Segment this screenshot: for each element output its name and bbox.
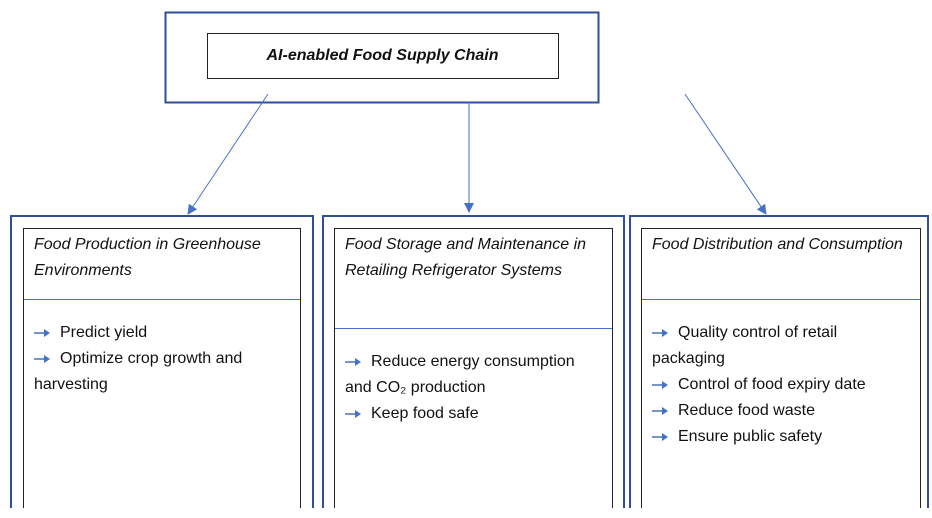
bullet-text: Reduce food waste: [678, 402, 815, 419]
bullet-arrow: [34, 328, 50, 337]
title-frame: [164, 11, 600, 104]
title-box: [207, 33, 559, 79]
bullet-arrow: [652, 380, 668, 389]
bullet-arrow: [345, 357, 361, 366]
panel-frame: [10, 215, 314, 508]
panel: Food Storage and Maintenance in Retailin…: [335, 228, 612, 518]
bullet-text: Predict yield: [60, 324, 148, 341]
title: AI-enabled Food Supply Chain: [266, 46, 499, 64]
panel: Food Production in Greenhouse Environmen…: [24, 228, 300, 518]
panel-box: [23, 228, 301, 508]
bullet-text: Keep food safe: [371, 405, 479, 422]
bullet-item: Reduce food waste: [652, 398, 912, 424]
bullet-arrow: [34, 354, 50, 363]
bullet-item: Quality control of retail packaging: [652, 320, 912, 372]
bullet-item: Control of food expiry date: [652, 372, 912, 398]
arrow: [187, 93, 269, 215]
bullet-item: Ensure public safety: [652, 424, 912, 450]
panel-heading: Food Distribution and Consumption: [642, 228, 920, 300]
bullet-item: Keep food safe: [345, 401, 604, 427]
panel-box: [641, 228, 921, 508]
bullet-text: Optimize crop growth and harvesting: [34, 350, 243, 393]
panel-frame: [629, 215, 929, 508]
panel: Food Distribution and Consumption Quality…: [642, 228, 920, 518]
bullet-item: Reduce energy consumption and CO₂ produc…: [345, 349, 604, 401]
bullet-list: Quality control of retail packaging Contr…: [642, 300, 920, 450]
panel-frame: [322, 215, 625, 508]
bullet-arrow: [652, 406, 668, 415]
bullet-text: Control of food expiry date: [678, 376, 866, 393]
panel-heading: Food Storage and Maintenance in Retailin…: [335, 228, 612, 329]
bullet-text: Reduce energy consumption and CO₂ produc…: [345, 353, 575, 396]
arrow: [684, 93, 767, 215]
bullet-arrow: [652, 328, 668, 337]
panel-box: [334, 228, 613, 508]
panel-heading: Food Production in Greenhouse Environmen…: [24, 228, 300, 300]
bullet-list: Predict yield Optimize crop growth and ha…: [24, 300, 300, 398]
bullet-item: Optimize crop growth and harvesting: [34, 346, 292, 398]
bullet-arrow: [652, 432, 668, 441]
bullet-text: Ensure public safety: [678, 428, 823, 445]
bullet-arrow: [345, 409, 361, 418]
bullet-list: Reduce energy consumption and CO₂ produc…: [335, 329, 612, 427]
bullet-item: Predict yield: [34, 320, 292, 346]
bullet-text: Quality control of retail packaging: [652, 324, 838, 367]
